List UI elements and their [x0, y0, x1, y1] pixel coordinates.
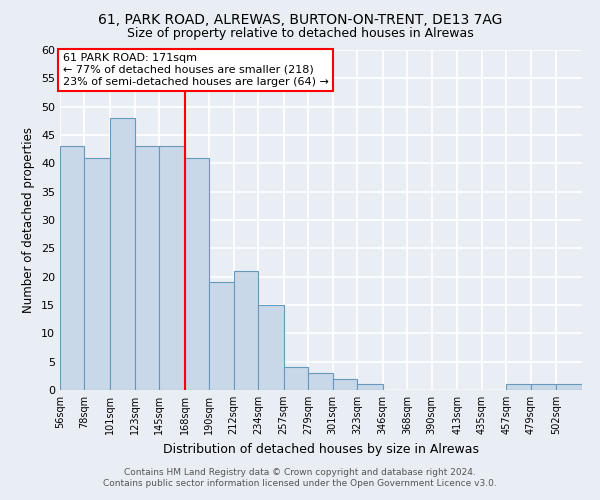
- Bar: [134, 146, 159, 390]
- Bar: [85, 158, 110, 390]
- Bar: [284, 368, 308, 390]
- Bar: [258, 305, 284, 390]
- Bar: [332, 378, 357, 390]
- Text: 61 PARK ROAD: 171sqm
← 77% of detached houses are smaller (218)
23% of semi-deta: 61 PARK ROAD: 171sqm ← 77% of detached h…: [62, 54, 328, 86]
- Bar: [506, 384, 531, 390]
- Bar: [357, 384, 383, 390]
- X-axis label: Distribution of detached houses by size in Alrewas: Distribution of detached houses by size …: [163, 442, 479, 456]
- Text: Size of property relative to detached houses in Alrewas: Size of property relative to detached ho…: [127, 28, 473, 40]
- Bar: [531, 384, 556, 390]
- Bar: [556, 384, 582, 390]
- Bar: [159, 146, 185, 390]
- Text: Contains HM Land Registry data © Crown copyright and database right 2024.
Contai: Contains HM Land Registry data © Crown c…: [103, 468, 497, 487]
- Bar: [185, 158, 209, 390]
- Text: 61, PARK ROAD, ALREWAS, BURTON-ON-TRENT, DE13 7AG: 61, PARK ROAD, ALREWAS, BURTON-ON-TRENT,…: [98, 12, 502, 26]
- Bar: [209, 282, 233, 390]
- Bar: [60, 146, 85, 390]
- Y-axis label: Number of detached properties: Number of detached properties: [22, 127, 35, 313]
- Bar: [233, 271, 258, 390]
- Bar: [308, 373, 332, 390]
- Bar: [110, 118, 134, 390]
